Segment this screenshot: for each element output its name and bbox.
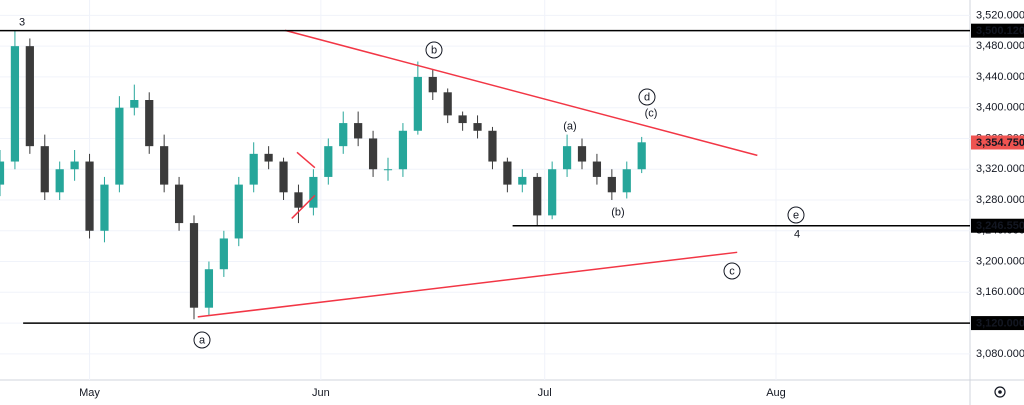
candle-body [562,146,572,170]
wave-label: (c) [645,107,658,119]
price-label-box [971,135,1024,150]
wave-label: a [199,334,206,346]
price-label: 3,120.000 [976,317,1024,329]
price-label: 3,246.550 [976,220,1024,232]
wave-circle [425,41,443,59]
candle-body [204,269,214,308]
candle-body [339,123,348,147]
candle-body [413,76,422,131]
candle-body [174,184,184,224]
y-tick-label: 3,280.000 [976,194,1024,206]
wave-circle [193,331,211,349]
price-label: 3,500.120 [976,25,1024,37]
candle-body [279,161,288,193]
wave-circle [787,206,805,224]
price-label-box [971,316,1024,331]
candle-body [55,169,64,193]
y-tick-label: 3,200.000 [976,255,1024,267]
y-tick-label: 3,400.000 [976,102,1024,114]
candle-body [518,176,527,185]
price-label-box [971,218,1024,233]
x-tick-label: Jun [312,387,330,399]
candle-body [503,161,512,185]
candle-body [234,184,243,239]
candle-body [219,238,228,270]
candle-body [25,46,34,147]
candle-body [115,107,124,185]
wave-circle [723,262,741,280]
trendline [197,251,738,318]
y-tick-label: 3,480.000 [976,40,1024,52]
wave-label: 4 [794,228,800,240]
settings-gear[interactable] [994,386,1006,398]
candle-body [607,176,616,193]
candle-body [189,223,199,308]
candle-body [354,123,363,139]
y-tick-label: 3,520.000 [976,9,1024,21]
settings-gear-center[interactable] [998,390,1002,394]
wave-label: d [644,91,650,103]
candle-body [160,146,169,185]
y-tick-label: 3,440.000 [976,71,1024,83]
candle-body [85,161,94,231]
settings-icon[interactable] [994,386,1006,398]
candle-body [458,115,467,124]
candle-body [264,153,273,162]
candle-body [398,130,408,170]
candle-body [473,123,482,131]
candle-body [622,169,631,193]
candle-body [637,142,646,170]
candle-body [368,138,378,170]
wave-label: b [431,44,437,56]
candle-body [488,130,497,162]
x-tick-label: May [79,387,100,399]
candle-body [145,100,154,147]
wave-label: (a) [563,120,576,132]
x-tick-label: Aug [766,387,786,399]
candle-body [383,169,393,171]
y-tick-label: 3,320.000 [976,163,1024,175]
candle-body [40,146,49,193]
candle-body [70,161,79,170]
candle-body [0,161,5,185]
price-label: 3,354.750 [976,137,1024,149]
candle-body [130,100,139,108]
candle-body [309,176,318,208]
wave-label: e [793,209,799,221]
candle-body [100,184,109,231]
candle-body [592,161,602,177]
plot-area: 3 b d (c) (a) (b) e 4 c a [0,0,970,380]
trendline [284,29,758,157]
candle-body [294,192,303,208]
candle-body [533,176,542,216]
candle-body [10,46,20,162]
candle-body [428,76,437,93]
y-tick-label: 3,160.000 [976,286,1024,298]
wave-circle [638,88,656,106]
candle-body [548,169,557,216]
wave-label: 3 [19,16,25,28]
wave-label: c [729,265,735,277]
candle-body [324,146,333,177]
candle-body [249,153,258,185]
price-label-box [971,23,1024,38]
trendline [291,194,316,219]
wave-label: (b) [611,206,624,218]
trendline [296,151,316,169]
x-tick-label: Jul [538,387,552,399]
y-tick-label: 3,080.000 [976,348,1024,360]
candle-body [577,146,587,162]
candle-body [443,92,452,116]
